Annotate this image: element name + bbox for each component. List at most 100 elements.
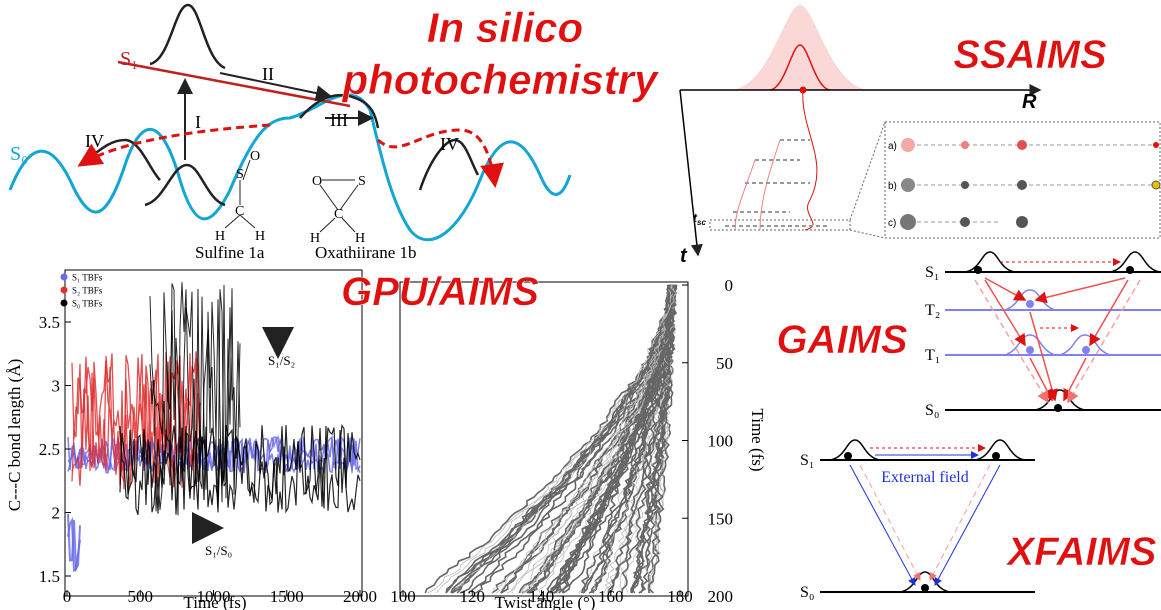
y-tick-label: 50 — [716, 354, 733, 373]
y-tick-label: 1.5 — [39, 567, 60, 586]
row-lines — [910, 145, 1155, 222]
step-label: IV — [85, 131, 104, 151]
tbf — [1026, 346, 1034, 354]
tbf — [961, 181, 969, 189]
tbf — [992, 452, 1000, 460]
x-tick-label: 160 — [598, 587, 624, 606]
legend-marker — [61, 300, 68, 307]
tbf — [901, 138, 915, 152]
method-label: XFAIMS — [1006, 530, 1157, 574]
bond-plot: Time (fs) C---C bond length (Å) S₁/S₂ S₁… — [5, 270, 377, 610]
row-label: b) — [888, 181, 897, 192]
bond — [320, 218, 335, 232]
tbfs — [1026, 300, 1090, 354]
tbf — [1017, 180, 1027, 190]
y-tick-label: 2.5 — [39, 440, 60, 459]
arrow — [975, 280, 1048, 402]
row-label: c) — [888, 218, 896, 229]
step-label: I — [195, 112, 201, 132]
tbf — [1152, 181, 1160, 189]
tbf — [1017, 140, 1027, 150]
atom: O — [250, 149, 260, 164]
wavepacket — [145, 165, 225, 205]
x-tick-label: 1500 — [270, 587, 304, 606]
tbf — [1082, 346, 1090, 354]
y-tick-label: 3 — [52, 377, 61, 396]
wavepacket — [830, 440, 880, 460]
x-tick-label: 100 — [390, 587, 416, 606]
legend-label: S₁ TBFs — [72, 273, 103, 283]
atom: H — [255, 229, 265, 244]
tbf — [1126, 266, 1134, 274]
tsc-label: tsc — [693, 211, 706, 227]
couplings — [975, 280, 1140, 402]
annotation: S₁/S₀ — [205, 543, 232, 558]
step-label: IV — [440, 134, 459, 154]
level-label: S₁ — [800, 452, 814, 469]
y-tick-label: 3.5 — [39, 313, 60, 332]
atom: O — [312, 174, 322, 189]
state-label: S₀ — [10, 143, 28, 165]
x-tick-label: 1000 — [197, 587, 231, 606]
legend-marker — [61, 287, 68, 294]
wavepacket — [975, 440, 1025, 460]
tbf — [844, 452, 852, 460]
x-tick-label: 0 — [63, 587, 72, 606]
tbf — [901, 178, 915, 192]
step-label: III — [330, 110, 348, 130]
zoom-line — [850, 122, 885, 220]
y-tick-label: 2 — [52, 504, 61, 523]
s0-surface — [10, 95, 570, 240]
tbf — [960, 217, 970, 227]
molecule-name: Sulfine 1a — [195, 243, 265, 262]
couplings — [985, 278, 1128, 400]
arrow — [1090, 280, 1128, 345]
tsc-sub: sc — [697, 218, 706, 227]
level-label: T₁ — [925, 347, 940, 364]
axis-label: t — [680, 245, 688, 267]
title: photochemistry — [341, 56, 660, 103]
wavepacket — [1110, 252, 1160, 272]
level-label: S₀ — [800, 584, 814, 601]
tbf — [974, 266, 982, 274]
tbf — [1026, 300, 1034, 308]
arrow — [378, 130, 495, 185]
field-label: External field — [881, 469, 969, 486]
level-label: T₂ — [925, 302, 940, 319]
box — [710, 220, 850, 230]
x-tick-label: 180 — [667, 587, 693, 606]
method-label: GAIMS — [776, 318, 907, 362]
axis — [680, 90, 698, 255]
step-label: II — [262, 64, 274, 84]
tbfs — [974, 266, 1134, 412]
atom: S — [358, 174, 366, 189]
arrow — [1068, 280, 1140, 402]
oxathiirane: O S C H H — [310, 174, 366, 246]
gaims-scheme: S₁ T₂ T₁ S₀ — [925, 252, 1161, 419]
y-axis-label: Time (fs) — [748, 408, 767, 471]
state-label: S₁ — [120, 48, 138, 70]
tbf — [1153, 142, 1159, 148]
y-tick-label: 150 — [708, 509, 734, 528]
level-label: S₁ — [925, 264, 939, 281]
legend-label: S₂ TBFs — [72, 286, 103, 296]
method-label: GPU/AIMS — [341, 270, 539, 314]
wavepacket — [730, 5, 870, 90]
tbf — [921, 584, 929, 592]
legend-marker — [61, 274, 68, 281]
xfaims-scheme: S₁ S₀ External field — [800, 440, 1035, 601]
twist-plot: Twist angle (°) Time (fs) 10012014016018… — [390, 276, 767, 610]
zoom-line — [850, 230, 885, 238]
axis-label: R — [1022, 91, 1037, 113]
legend-label: S₀ TBFs — [72, 299, 103, 309]
tbf-path — [803, 90, 817, 230]
bond — [342, 218, 355, 232]
y-axis-label: C---C bond length (Å) — [5, 359, 24, 512]
atom: S — [236, 167, 244, 182]
page: S₁ S₀ I II III IV IV S O C H H Sulfine 1… — [0, 0, 1161, 610]
y-tick-label: 100 — [708, 432, 734, 451]
row-label: a) — [888, 141, 897, 152]
level-label: S₀ — [925, 402, 939, 419]
tbf — [961, 141, 969, 149]
method-label: SSAIMS — [953, 33, 1107, 77]
